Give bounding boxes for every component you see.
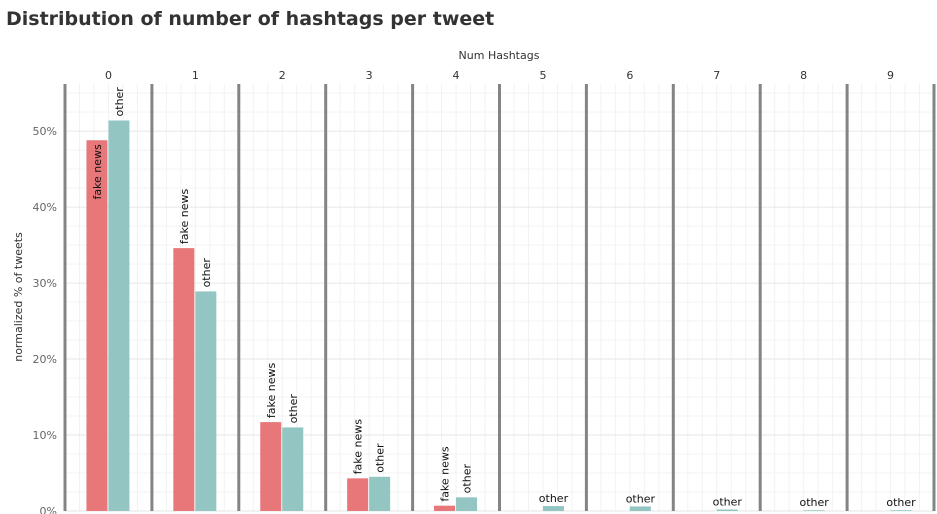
y-tick-label: 0%: [40, 505, 57, 514]
x-category-label: 0: [105, 69, 112, 82]
bar-data-label: other: [626, 492, 656, 505]
y-tick-label: 40%: [33, 201, 57, 214]
x-category-label: 6: [626, 69, 633, 82]
bar-data-label: other: [713, 495, 743, 508]
bar-data-label: other: [799, 496, 829, 509]
bar-data-label: other: [200, 258, 213, 288]
bar-data-label: other: [886, 496, 916, 509]
y-tick-label: 50%: [33, 125, 57, 138]
bar-data-label: other: [374, 443, 387, 473]
x-category-label: 4: [453, 69, 460, 82]
bar-other: [716, 509, 738, 511]
bar-data-label: other: [287, 394, 300, 424]
column-dividers: [63, 84, 936, 511]
bar-data-label: other: [539, 492, 569, 505]
bar-fake-news: [173, 248, 195, 511]
bar-fake-news: [86, 140, 108, 512]
bar-data-label: fake news: [265, 363, 278, 419]
y-axis-title: normalized % of tweets: [12, 232, 25, 362]
bar-other: [890, 510, 912, 511]
x-category-label: 7: [713, 69, 720, 82]
y-tick-label: 20%: [33, 353, 57, 366]
x-category-label: 8: [800, 69, 807, 82]
x-category-label: 9: [887, 69, 894, 82]
bar-data-label: other: [461, 464, 474, 494]
bars-layer: [86, 120, 912, 512]
bar-other: [629, 506, 651, 511]
x-category-label: 5: [539, 69, 546, 82]
bar-other: [195, 291, 217, 511]
bar-data-label: fake news: [352, 419, 365, 475]
bar-data-label: fake news: [178, 189, 191, 245]
y-tick-label: 10%: [33, 429, 57, 442]
bar-fake-news: [434, 505, 456, 511]
labels-layer: 0% 10% 20% 30% 40% 50% 0 1 2 3 4 5 6 7 8 9 fake news fake…: [33, 69, 917, 514]
x-category-label: 1: [192, 69, 199, 82]
bar-data-label: fake news: [91, 144, 104, 200]
bar-fake-news: [260, 422, 282, 511]
chart-title: Distribution of number of hashtags per t…: [6, 8, 495, 30]
bar-other: [542, 506, 564, 511]
bar-other: [282, 427, 304, 511]
x-category-label: 2: [279, 69, 286, 82]
bar-other: [369, 476, 391, 511]
bar-other: [456, 497, 478, 511]
bar-fake-news: [347, 478, 369, 511]
x-category-label: 3: [366, 69, 373, 82]
x-axis-title: Num Hashtags: [459, 49, 540, 62]
bar-other: [108, 120, 130, 511]
bar-data-label: fake news: [439, 446, 452, 502]
bar-other: [803, 510, 825, 511]
y-tick-label: 30%: [33, 277, 57, 290]
bar-data-label: other: [113, 87, 126, 117]
